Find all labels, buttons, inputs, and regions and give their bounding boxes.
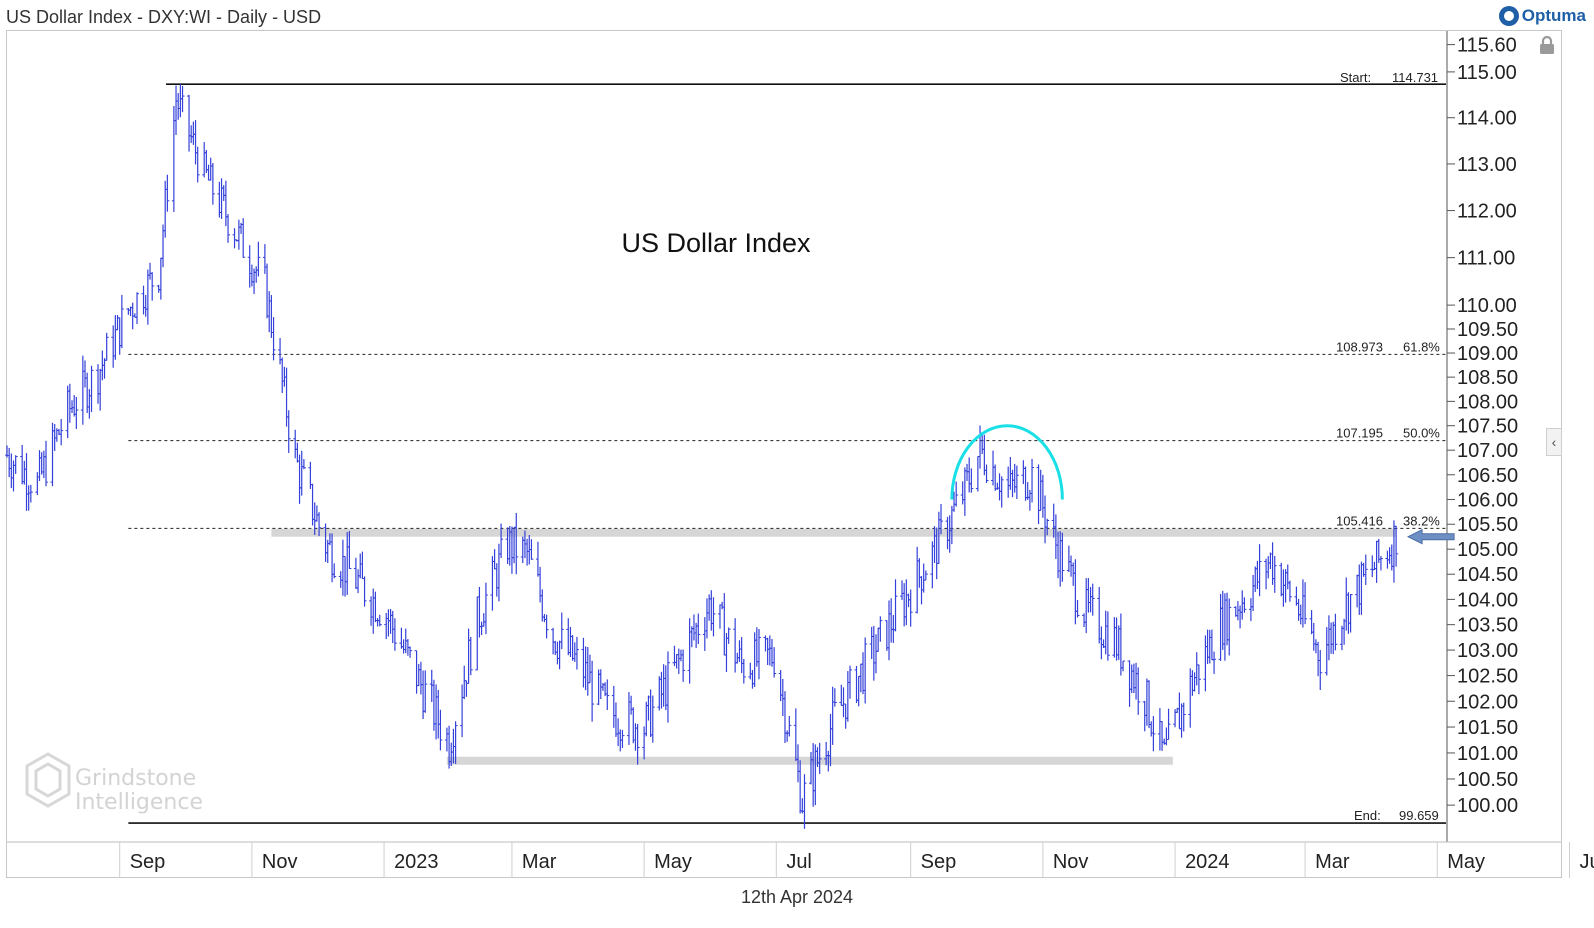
double-top-arc <box>950 424 1064 500</box>
x-tick-label: Nov <box>262 851 298 873</box>
fib-level-price: 107.195 <box>1336 426 1383 441</box>
x-tick-label: May <box>654 851 692 873</box>
fib-level-pct: 50.0% <box>1403 426 1440 441</box>
x-tick-label: 2024 <box>1185 851 1230 873</box>
footer-date: 12th Apr 2024 <box>740 887 854 907</box>
fib-start-label: Start: <box>1340 70 1371 85</box>
fib-end-label: End: <box>1354 808 1381 823</box>
arrow-left-icon <box>1406 528 1455 545</box>
fib-level-pct: 38.2% <box>1403 513 1440 528</box>
hexagon-icon <box>25 752 71 808</box>
x-tick-label: May <box>1447 851 1485 873</box>
y-tick-label: 108.00 <box>1457 391 1518 413</box>
x-tick-label: Mar <box>522 851 557 873</box>
x-tick-label: Sep <box>921 851 957 873</box>
y-tick-label: 103.50 <box>1457 615 1518 637</box>
brand-label: Optuma <box>1521 6 1586 25</box>
y-tick-label: 111.00 <box>1457 248 1515 270</box>
watermark-line1: Grindstone <box>75 766 197 791</box>
y-tick-label: 110.00 <box>1457 295 1517 317</box>
x-tick-label: Jul <box>786 851 812 873</box>
y-tick-label: 104.50 <box>1457 564 1518 586</box>
optuma-logo-icon: Optuma <box>1498 4 1586 28</box>
y-tick-label: 115.60 <box>1457 35 1517 57</box>
fib-level-price: 105.416 <box>1336 513 1383 528</box>
y-tick-label: 104.00 <box>1457 589 1518 611</box>
x-tick-label: 2023 <box>394 851 439 873</box>
y-tick-label: 102.00 <box>1457 691 1518 713</box>
lock-icon[interactable] <box>1537 35 1557 55</box>
y-tick-label: 112.00 <box>1457 201 1517 223</box>
optuma-mark-icon <box>1498 6 1519 26</box>
x-tick-label: Sep <box>130 851 166 873</box>
fib-end-value: 99.659 <box>1399 808 1439 823</box>
support-band <box>271 528 1397 537</box>
chart-header-title: US Dollar Index - DXY:WI - Daily - USD <box>6 7 322 27</box>
y-tick-label: 106.50 <box>1457 465 1518 487</box>
support-band <box>446 756 1173 765</box>
y-tick-label: 100.00 <box>1457 795 1518 817</box>
y-tick-label: 103.00 <box>1457 640 1518 662</box>
fib-start-value: 114.731 <box>1392 70 1438 85</box>
y-tick-label: 102.50 <box>1457 666 1518 688</box>
y-tick-label: 107.50 <box>1457 416 1518 438</box>
y-tick-label: 113.00 <box>1457 154 1517 176</box>
fib-level-pct: 61.8% <box>1403 339 1440 354</box>
annotation-label: US Dollar Index <box>621 228 811 258</box>
y-tick-label: 100.50 <box>1457 769 1518 791</box>
y-tick-label: 109.00 <box>1457 343 1518 365</box>
y-tick-label: 115.00 <box>1457 62 1517 84</box>
y-tick-label: 114.00 <box>1457 108 1517 130</box>
y-tick-label: 107.00 <box>1457 440 1518 462</box>
chevron-left-icon[interactable]: ‹ <box>1546 428 1562 456</box>
grindstone-logo-icon: Grindstone Intelligence <box>25 752 235 815</box>
x-tick-label: Jul <box>1579 851 1594 873</box>
watermark-line2: Intelligence <box>75 790 204 815</box>
x-tick-label: Nov <box>1053 851 1089 873</box>
y-tick-label: 109.50 <box>1457 319 1518 341</box>
y-tick-label: 101.00 <box>1457 743 1518 765</box>
x-tick-label: Mar <box>1315 851 1350 873</box>
y-tick-label: 101.50 <box>1457 717 1518 739</box>
y-tick-label: 105.50 <box>1457 514 1518 536</box>
fib-level-price: 108.973 <box>1336 339 1383 354</box>
y-tick-label: 106.00 <box>1457 489 1518 511</box>
y-tick-label: 105.00 <box>1457 539 1518 561</box>
y-tick-label: 108.50 <box>1457 367 1518 389</box>
